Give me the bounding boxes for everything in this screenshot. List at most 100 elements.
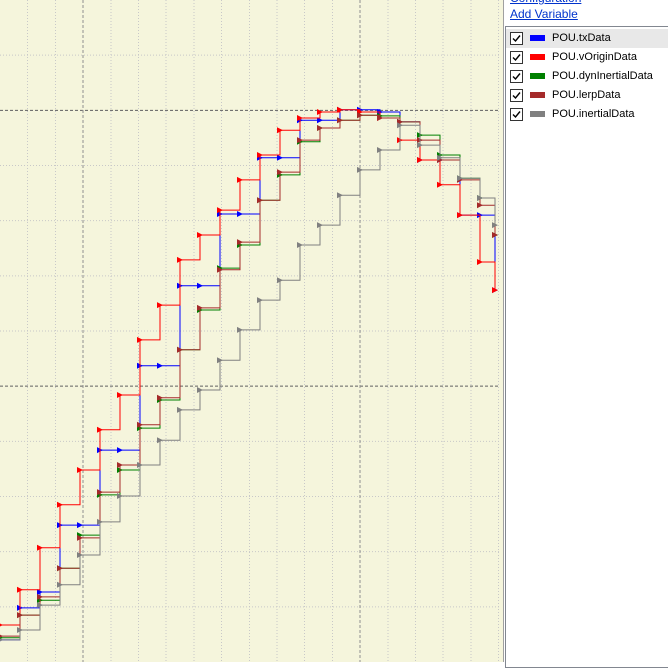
data-point	[77, 467, 83, 474]
data-point	[137, 462, 143, 469]
data-point	[377, 115, 383, 122]
data-point	[397, 122, 403, 129]
data-point	[492, 222, 498, 229]
checkbox[interactable]	[510, 70, 523, 83]
data-point	[97, 426, 103, 433]
data-point	[77, 522, 83, 529]
data-point	[137, 336, 143, 343]
data-point	[317, 108, 323, 115]
data-point	[277, 169, 283, 176]
checkmark	[512, 73, 521, 81]
legend-swatch	[530, 54, 545, 60]
variable-list: POU.txData POU.vOriginData POU.dynInertial…	[505, 26, 668, 668]
data-point	[337, 117, 343, 124]
data-point	[77, 534, 83, 541]
legend-label: POU.inertialData	[552, 108, 635, 120]
data-point	[317, 222, 323, 229]
data-point	[477, 195, 483, 202]
data-point	[357, 112, 363, 119]
series-lines	[0, 106, 498, 642]
legend-item[interactable]: POU.dynInertialData	[506, 67, 668, 86]
legend-label: POU.dynInertialData	[552, 70, 653, 82]
data-point	[377, 147, 383, 154]
data-point	[237, 326, 243, 333]
data-point	[117, 391, 123, 398]
data-point	[0, 638, 3, 642]
data-point	[337, 106, 343, 113]
data-point	[117, 462, 123, 469]
data-point	[277, 277, 283, 284]
chart	[0, 0, 503, 662]
data-point	[197, 282, 203, 289]
data-point	[177, 406, 183, 413]
data-point	[297, 115, 303, 122]
checkbox[interactable]	[510, 108, 523, 121]
legend-swatch	[530, 111, 545, 117]
legend-item[interactable]: POU.lerpData	[506, 86, 668, 105]
data-point	[17, 627, 23, 634]
data-point	[277, 154, 283, 161]
data-point	[57, 565, 63, 572]
data-point	[477, 202, 483, 209]
grid	[0, 0, 500, 662]
side-panel: Configuration Add Variable POU.txDataPOU…	[503, 0, 668, 668]
data-point	[457, 212, 463, 219]
data-point	[117, 492, 123, 499]
data-point	[57, 501, 63, 508]
data-point	[0, 623, 3, 627]
legend-swatch	[530, 35, 545, 41]
data-point	[317, 117, 323, 124]
data-point	[137, 421, 143, 428]
configuration-link[interactable]: Configuration	[510, 0, 581, 5]
legend-swatch	[530, 73, 545, 79]
data-point	[177, 346, 183, 353]
legend-label: POU.lerpData	[552, 89, 621, 101]
data-point	[217, 357, 223, 364]
data-point	[257, 197, 263, 204]
legend-swatch	[530, 92, 545, 98]
data-point	[97, 518, 103, 525]
checkbox[interactable]	[510, 51, 523, 64]
data-point	[417, 156, 423, 163]
data-point	[237, 211, 243, 218]
legend-item[interactable]: POU.txData	[506, 29, 668, 48]
data-point	[357, 166, 363, 173]
data-point	[117, 447, 123, 454]
data-point	[177, 256, 183, 263]
data-point	[77, 551, 83, 558]
data-point	[37, 602, 43, 609]
legend-item[interactable]: POU.inertialData	[506, 105, 668, 124]
data-point	[257, 152, 263, 159]
data-point	[297, 137, 303, 144]
data-point	[217, 207, 223, 214]
add-variable-link[interactable]: Add Variable	[510, 7, 578, 21]
data-point	[17, 612, 23, 619]
data-point	[97, 489, 103, 496]
data-point	[492, 287, 498, 294]
checkmark	[512, 54, 521, 62]
data-point	[217, 266, 223, 273]
data-point	[237, 239, 243, 246]
data-point	[37, 544, 43, 551]
data-point	[492, 232, 498, 239]
checkbox[interactable]	[510, 32, 523, 45]
data-point	[277, 127, 283, 134]
checkbox[interactable]	[510, 89, 523, 102]
data-point	[157, 302, 163, 309]
data-point	[437, 154, 443, 161]
data-point	[37, 588, 43, 595]
data-point	[237, 176, 243, 183]
series-line	[0, 124, 496, 641]
data-point	[457, 175, 463, 182]
data-point	[337, 192, 343, 199]
data-point	[437, 181, 443, 188]
data-point	[197, 232, 203, 239]
checkmark	[512, 35, 521, 43]
data-point	[197, 387, 203, 394]
legend-item[interactable]: POU.vOriginData	[506, 48, 668, 67]
data-point	[297, 241, 303, 248]
data-point	[17, 586, 23, 593]
data-point	[197, 304, 203, 311]
data-point	[257, 297, 263, 304]
